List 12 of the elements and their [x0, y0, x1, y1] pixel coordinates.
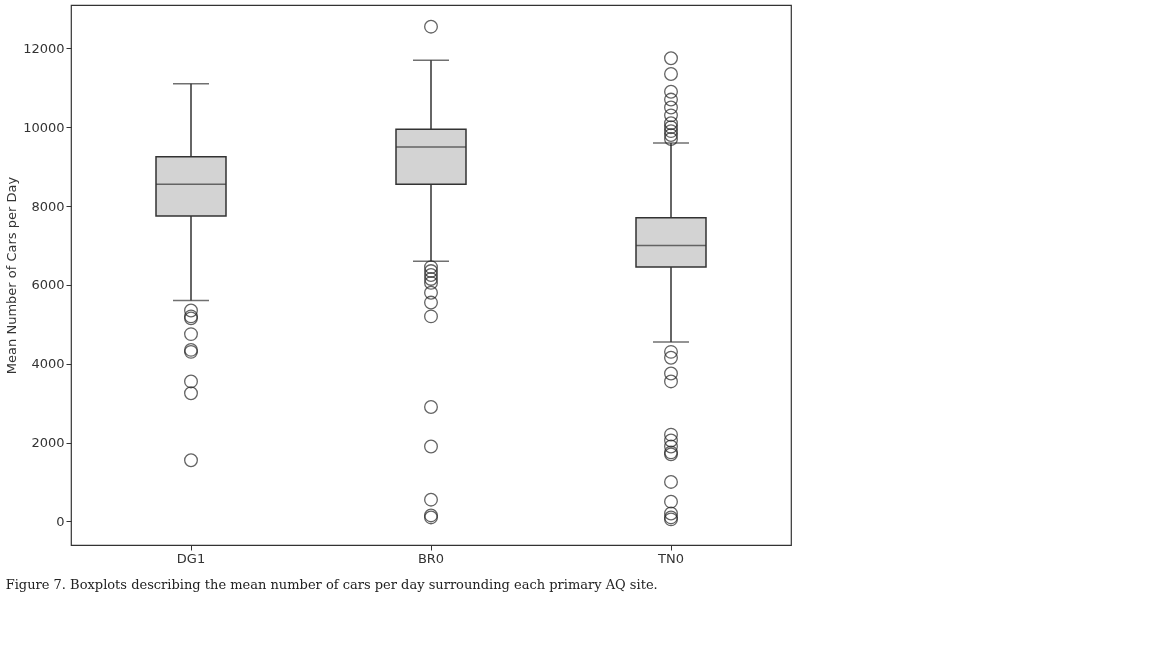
x-tick-label: DG1: [176, 550, 206, 566]
x-tick-label: BR0: [417, 550, 445, 566]
y-tick-label: 2000: [31, 435, 65, 451]
caption: Figure 7. Boxplots describing the mean number of cars per day surrounding each primary AQ site.: [5, 577, 658, 592]
y-tick-label: 6000: [31, 277, 65, 293]
y-tick-label: 8000: [31, 198, 65, 214]
y-axis-title: Mean Number of Cars per Day: [4, 176, 20, 375]
y-tick-label: 12000: [23, 40, 65, 56]
y-tick-label: 0: [56, 513, 65, 529]
y-tick-label: 4000: [31, 356, 65, 372]
x-tick-label: TN0: [657, 550, 684, 566]
y-tick-label: 10000: [23, 119, 65, 135]
